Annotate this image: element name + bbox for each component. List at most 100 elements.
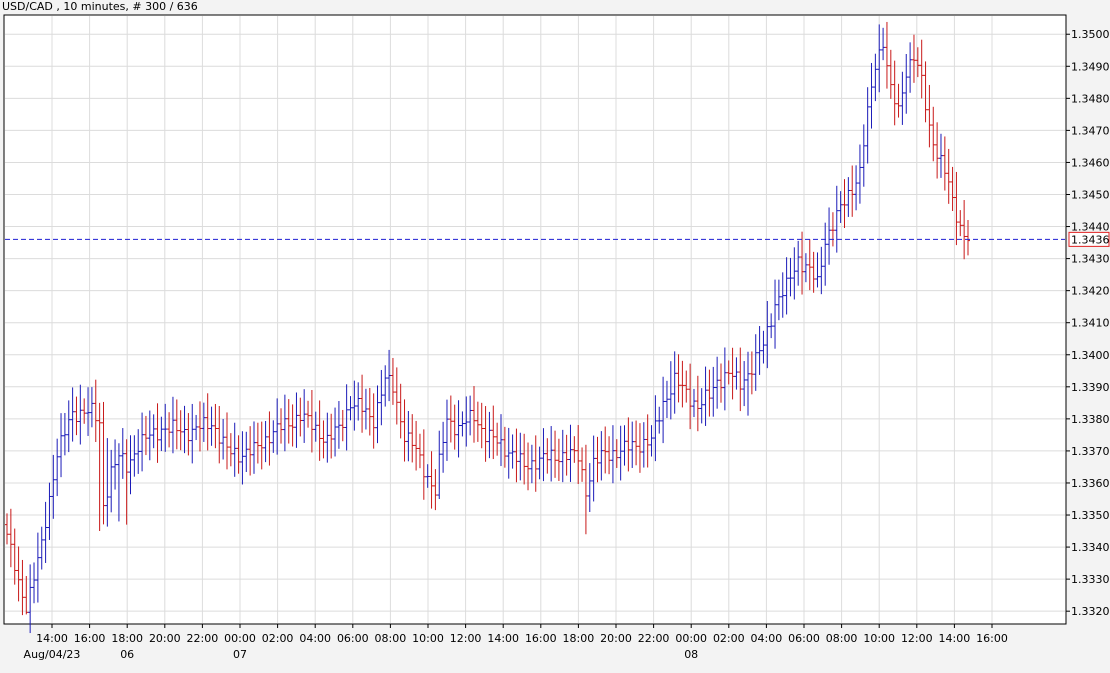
y-tick-label: 1.3370 <box>1071 445 1110 458</box>
price-bar <box>47 482 52 540</box>
price-bar <box>661 376 666 444</box>
price-bar <box>410 414 415 463</box>
x-tick-label: 18:00 <box>111 632 143 645</box>
price-bar <box>915 47 920 78</box>
price-bar <box>830 212 835 247</box>
price-bar <box>394 367 399 425</box>
price-bar <box>726 360 731 385</box>
current-price-tag <box>1068 231 1110 247</box>
price-bar <box>900 71 905 125</box>
price-bar <box>340 409 345 442</box>
price-bar <box>684 370 689 403</box>
price-bar <box>549 426 554 482</box>
price-bar <box>213 403 218 449</box>
price-bar <box>583 444 588 535</box>
price-bar <box>622 425 627 466</box>
price-bar <box>89 387 94 428</box>
price-bar <box>626 417 631 472</box>
price-bar <box>518 432 523 481</box>
price-bar <box>815 252 820 288</box>
price-bar <box>375 385 380 444</box>
price-bar <box>128 435 133 495</box>
price-bar <box>807 239 812 291</box>
x-tick-label: 16:00 <box>74 632 106 645</box>
price-bar <box>823 222 828 286</box>
price-bar <box>371 393 376 449</box>
price-bar <box>776 279 781 321</box>
price-bar <box>846 177 851 217</box>
y-tick-label: 1.3490 <box>1071 60 1110 73</box>
price-bar <box>24 576 29 615</box>
price-bar <box>718 363 723 403</box>
price-bar <box>197 401 202 452</box>
y-tick-label: 1.3450 <box>1071 188 1110 201</box>
price-bar <box>12 528 17 585</box>
price-bar <box>240 431 245 485</box>
price-bar <box>865 87 870 164</box>
price-bar <box>398 383 403 439</box>
price-bar <box>271 420 276 453</box>
price-bar <box>448 395 453 443</box>
price-bar <box>383 365 388 407</box>
x-tick-label: 14:00 <box>939 632 971 645</box>
price-bar <box>958 210 963 237</box>
price-bar <box>645 414 650 468</box>
price-bar <box>753 334 758 391</box>
price-bar <box>306 400 311 428</box>
price-bar <box>248 426 253 476</box>
price-bar <box>43 501 48 563</box>
price-bar <box>221 418 226 460</box>
price-bar <box>298 397 303 437</box>
price-bar <box>252 421 257 474</box>
price-bar <box>792 247 797 300</box>
price-bar <box>105 438 110 527</box>
price-bar <box>329 413 334 459</box>
y-tick-label: 1.3430 <box>1071 253 1110 266</box>
x-tick-label: 12:00 <box>901 632 933 645</box>
price-bar <box>950 166 955 212</box>
price-bar <box>35 532 40 603</box>
price-bar <box>811 251 816 293</box>
price-bar <box>819 246 824 295</box>
price-bar <box>116 443 121 522</box>
price-bar <box>911 34 916 83</box>
price-bar <box>850 165 855 217</box>
y-tick-label: 1.3480 <box>1071 92 1110 105</box>
x-axis: 14:00 Aug/04/23 16:00 18:00 06 20:00 22:00 00:0… <box>24 624 1008 661</box>
y-tick-label: 1.3320 <box>1071 605 1110 618</box>
price-bar <box>5 513 9 545</box>
price-bar <box>279 408 284 444</box>
price-bar <box>966 219 970 256</box>
price-bar <box>664 380 669 419</box>
price-bar <box>8 508 13 568</box>
price-bar <box>861 124 866 187</box>
price-bar <box>788 257 793 297</box>
x-tick-label: 16:00 <box>976 632 1008 645</box>
x-tick-label: 20:00 <box>600 632 632 645</box>
price-bar <box>174 399 179 450</box>
price-bar <box>580 447 585 482</box>
price-bar <box>182 405 187 454</box>
price-bar <box>414 420 419 471</box>
price-bar <box>159 416 164 452</box>
x-tick-label: 10:00 <box>412 632 444 645</box>
price-bar <box>62 412 67 456</box>
price-bar <box>649 425 654 457</box>
x-tick-label: 22:00 <box>638 632 670 645</box>
price-bar <box>842 179 847 229</box>
y-tick-label: 1.3350 <box>1071 509 1110 522</box>
price-bar <box>595 436 600 483</box>
price-bar <box>309 390 314 453</box>
price-bar <box>93 379 98 443</box>
price-bar <box>333 407 338 457</box>
price-bar <box>32 562 37 604</box>
price-bar <box>86 387 91 436</box>
price-bar <box>290 404 295 447</box>
x-tick-label: 18:00 <box>563 632 595 645</box>
price-bar <box>429 451 434 509</box>
price-bar <box>800 231 805 295</box>
price-bar <box>143 415 148 456</box>
price-bar <box>491 405 496 460</box>
